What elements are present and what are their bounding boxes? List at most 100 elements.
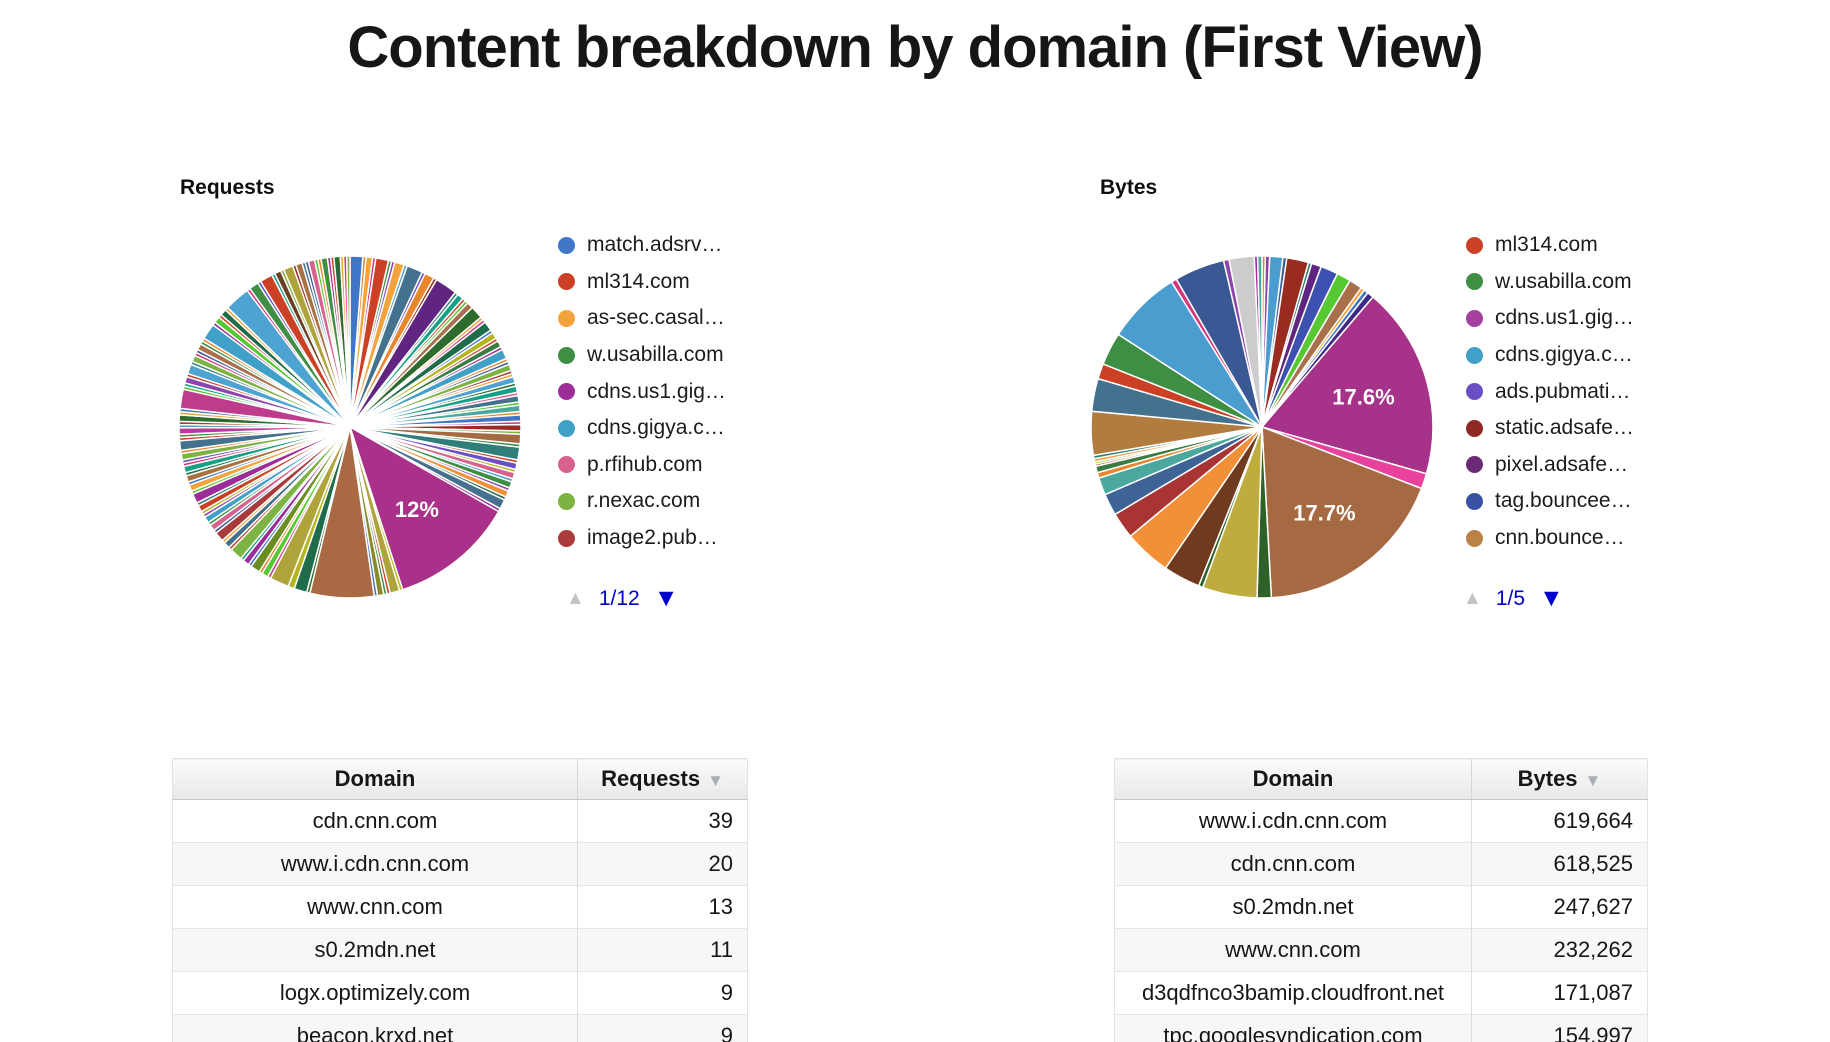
legend-item[interactable]: cdns.gigya.c… (558, 410, 726, 447)
legend-item-label: ads.pubmati… (1495, 379, 1631, 403)
legend-page-up-icon[interactable]: ▲ (566, 587, 585, 609)
table-row: cdn.cnn.com 39 (172, 799, 748, 843)
table-cell-domain: www.cnn.com (172, 885, 578, 929)
table-row: www.cnn.com 13 (172, 885, 748, 929)
legend-item[interactable]: ml314.com (1466, 227, 1634, 264)
table-cell-value: 39 (577, 799, 748, 843)
table-cell-domain: s0.2mdn.net (1114, 885, 1472, 929)
legend-color-icon (558, 529, 575, 547)
legend-item[interactable]: ml314.com (558, 264, 726, 301)
table-cell-domain: www.cnn.com (1114, 928, 1472, 972)
legend-item[interactable]: match.adsrv… (558, 227, 726, 264)
table-cell-domain: www.i.cdn.cnn.com (1114, 799, 1472, 843)
sort-descending-icon: ▼ (707, 771, 724, 790)
table-cell-value: 13 (577, 885, 748, 929)
column-header-domain[interactable]: Domain (1114, 758, 1472, 800)
table-cell-domain: s0.2mdn.net (172, 928, 578, 972)
bytes-legend: ml314.com w.usabilla.com cdns.us1.gig… cdns… (1466, 227, 1634, 556)
legend-color-icon (1466, 456, 1483, 474)
table-cell-domain: logx.optimizely.com (172, 971, 578, 1015)
table-cell-domain: d3qdfnco3bamip.cloudfront.net (1114, 971, 1472, 1015)
legend-item[interactable]: p.rfihub.com (558, 447, 726, 484)
legend-item[interactable]: static.adsafe… (1466, 410, 1634, 447)
pie-slice[interactable] (1261, 425, 1423, 599)
legend-item[interactable]: as-sec.casal… (558, 300, 726, 337)
table-header-row: Domain Requests ▼ (172, 758, 748, 800)
table-header-row: Domain Bytes ▼ (1114, 758, 1648, 800)
table-cell-domain: cdn.cnn.com (1114, 842, 1472, 886)
legend-color-icon (558, 273, 575, 291)
legend-item[interactable]: pixel.adsafe… (1466, 447, 1634, 484)
legend-color-icon (558, 236, 575, 254)
legend-item[interactable]: w.usabilla.com (1466, 264, 1634, 301)
requests-pie-chart: 12% (178, 255, 522, 599)
legend-color-icon (558, 383, 575, 401)
pie-slice[interactable] (1260, 295, 1434, 475)
legend-item-label: ml314.com (587, 269, 690, 293)
column-header-domain[interactable]: Domain (172, 758, 578, 800)
legend-item-label: r.nexac.com (587, 489, 701, 513)
legend-item-label: cnn.bounce… (1495, 526, 1625, 550)
pie-slice-percentage-label: 12% (395, 497, 439, 522)
bytes-table: Domain Bytes ▼ www.i.cdn.cnn.com 619,664 cdn… (1114, 758, 1648, 1042)
legend-color-icon (558, 492, 575, 510)
sort-descending-icon: ▼ (1584, 771, 1602, 790)
table-cell-value: 618,525 (1471, 842, 1648, 886)
legend-color-icon (1466, 309, 1483, 327)
bytes-section-label: Bytes (1100, 176, 1158, 199)
table-row: www.cnn.com 232,262 (1114, 928, 1648, 972)
bytes-legend-pager: ▲ 1/5 ▼ (1463, 584, 1564, 613)
legend-color-icon (1466, 236, 1483, 254)
legend-item[interactable]: cnn.bounce… (1466, 520, 1634, 557)
requests-section-label: Requests (180, 176, 275, 199)
legend-page-indicator: 1/12 (598, 586, 640, 610)
legend-item-label: p.rfihub.com (587, 452, 703, 476)
legend-color-icon (1466, 346, 1483, 364)
legend-item-label: pixel.adsafe… (1495, 452, 1629, 476)
legend-item-label: as-sec.casal… (587, 306, 725, 330)
pie-slice[interactable] (348, 425, 500, 591)
table-row: s0.2mdn.net 247,627 (1114, 885, 1648, 929)
legend-item[interactable]: cdns.us1.gig… (1466, 300, 1634, 337)
legend-color-icon (558, 309, 575, 327)
table-cell-value: 11 (577, 928, 748, 972)
legend-page-down-icon[interactable]: ▼ (1539, 584, 1564, 612)
column-header-requests[interactable]: Requests ▼ (577, 758, 748, 800)
column-header-bytes[interactable]: Bytes ▼ (1471, 758, 1648, 800)
legend-item-label: cdns.us1.gig… (1495, 306, 1634, 330)
pie-slice-percentage-label: 17.7% (1293, 501, 1355, 526)
legend-item[interactable]: ads.pubmati… (1466, 373, 1634, 410)
table-row: s0.2mdn.net 11 (172, 928, 748, 972)
table-cell-value: 9 (577, 1014, 748, 1042)
column-header-label: Bytes (1517, 766, 1578, 791)
pie-slice[interactable] (345, 255, 351, 428)
table-cell-value: 171,087 (1471, 971, 1648, 1015)
table-row: www.i.cdn.cnn.com 20 (172, 842, 748, 886)
legend-page-down-icon[interactable]: ▼ (653, 584, 679, 612)
table-cell-domain: www.i.cdn.cnn.com (172, 842, 578, 886)
legend-item[interactable]: tag.bouncee… (1466, 483, 1634, 520)
requests-legend-pager: ▲ 1/12 ▼ (566, 584, 678, 613)
table-row: tpc.googlesyndication.com 154,997 (1114, 1014, 1648, 1042)
legend-item[interactable]: image2.pub… (558, 520, 726, 557)
legend-item-label: cdns.gigya.c… (587, 416, 725, 440)
legend-color-icon (1466, 529, 1483, 547)
bytes-pie-chart: 17.6% 17.7% (1090, 255, 1434, 599)
legend-page-up-icon[interactable]: ▲ (1463, 587, 1482, 609)
legend-color-icon (1466, 273, 1483, 291)
column-header-label: Requests (601, 766, 701, 791)
legend-page-indicator: 1/5 (1495, 586, 1526, 610)
legend-item[interactable]: cdns.gigya.c… (1466, 337, 1634, 374)
legend-item-label: w.usabilla.com (587, 343, 724, 367)
pie-slice[interactable] (1256, 255, 1263, 428)
table-row: logx.optimizely.com 9 (172, 971, 748, 1015)
table-cell-value: 232,262 (1471, 928, 1648, 972)
legend-item[interactable]: r.nexac.com (558, 483, 726, 520)
legend-item[interactable]: w.usabilla.com (558, 337, 726, 374)
table-row: d3qdfnco3bamip.cloudfront.net 171,087 (1114, 971, 1648, 1015)
table-cell-value: 247,627 (1471, 885, 1648, 929)
table-row: beacon.krxd.net 9 (172, 1014, 748, 1042)
legend-item[interactable]: cdns.us1.gig… (558, 373, 726, 410)
table-cell-domain: tpc.googlesyndication.com (1114, 1014, 1472, 1042)
